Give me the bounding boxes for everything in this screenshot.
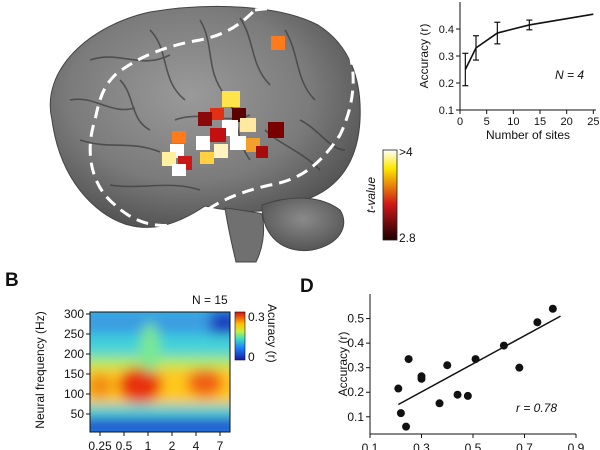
chartD-point: [402, 422, 411, 431]
chartD-ytick-label: 0.4: [347, 336, 364, 350]
chartD-ylabel: Accuracy (r): [336, 332, 350, 397]
panel-label-d: D: [300, 276, 314, 297]
chartA-xtick-label: 15: [534, 116, 546, 128]
accuracy-scatter-chart: 0.1 0.2 0.3 0.4 0.5 0.1 0.3 0.5 0.7 0.9 Accuracy …: [336, 294, 585, 450]
chartD-fit-line: [397, 315, 561, 406]
chartD-point: [443, 361, 452, 370]
chartA-xtick-label: 20: [561, 116, 573, 128]
chartA-xtick-label: 0: [457, 116, 463, 128]
chartD-xtick-label: 0.1: [362, 441, 379, 450]
chartD-point: [548, 304, 557, 313]
chartB-ytick-label: 200: [64, 347, 84, 361]
chartB-xtick-label: 1: [145, 439, 152, 450]
panel-label-b: B: [5, 270, 19, 291]
chartB-xtick-label: 2: [169, 439, 176, 450]
chartB-annotation: N = 15: [192, 293, 228, 307]
heatmap-colorbar-label: Acuracy (r): [265, 304, 279, 363]
tvalue-colorbar-min: 2.8: [399, 231, 415, 245]
heatmap-colorbar-min: 0: [248, 350, 255, 364]
chartB-xtick-label: 0.25: [88, 439, 112, 450]
chartA-annotation: N = 4: [555, 68, 584, 82]
chartB-ytick-label: 50: [71, 407, 85, 421]
chartA-xlabel: Number of sites: [486, 128, 570, 142]
chartD-xtick-label: 0.9: [568, 441, 585, 450]
tvalue-colorbar-title: t-value: [364, 177, 378, 213]
chartD-point: [453, 390, 462, 399]
chartB-ytick-label: 300: [64, 307, 84, 321]
chartD-annotation: r = 0.78: [516, 401, 557, 415]
chartD-point: [404, 355, 413, 364]
brain-stem: [224, 207, 265, 263]
frequency-heatmap-chart: 50 100 150 200 250 300 0.25 0.5 1 2 4 7 Neural freq…: [33, 293, 279, 450]
chartD-ytick-label: 0.2: [347, 385, 364, 399]
chartA-xtick-label: 25: [587, 116, 599, 128]
heatmap-frame: [89, 311, 231, 433]
chartD-point: [435, 399, 444, 408]
chartD-point: [499, 341, 508, 350]
chartD-point: [394, 384, 403, 393]
brain-figure: [49, 5, 361, 263]
chartD-xtick-label: 0.7: [516, 441, 533, 450]
chartD-point: [463, 391, 472, 400]
accuracy-vs-sites-chart: 0 5 10 15 20 25 0.1 0.2 0.3 0.4 Number of sites A…: [420, 2, 599, 142]
tvalue-colorbar-gradient: [382, 149, 398, 241]
chartD-ytick-label: 0.3: [347, 361, 364, 375]
heatmap-colorbar: [234, 311, 246, 361]
tvalue-colorbar: >4 2.8 t-value: [364, 145, 415, 245]
chartB-ytick-label: 250: [64, 327, 84, 341]
brain-roi-outline: [88, 7, 355, 227]
chartD-ytick-label: 0.1: [347, 410, 364, 424]
chartB-ytick-label: 150: [64, 367, 84, 381]
chartD-point: [396, 409, 405, 418]
chartD-ytick-label: 0.5: [347, 312, 364, 326]
chartD-point: [471, 355, 480, 364]
chartA-ytick-label: 0.4: [439, 24, 454, 36]
chartB-ylabel: Neural frequency (Hz): [33, 311, 47, 428]
chartD-xtick-label: 0.3: [413, 441, 430, 450]
chartD-point: [533, 318, 542, 327]
brain-cerebellum: [261, 197, 345, 252]
heatmap-colorbar-max: 0.3: [248, 310, 265, 324]
chartA-ytick-label: 0.3: [439, 51, 454, 63]
chartB-xtick-label: 4: [193, 439, 200, 450]
chartB-xtick-label: 7: [217, 439, 224, 450]
chartB-ytick-label: 100: [64, 387, 84, 401]
chartA-ytick-label: 0.1: [439, 105, 454, 117]
tvalue-colorbar-max: >4: [399, 145, 413, 159]
chartA-ytick-label: 0.2: [439, 78, 454, 90]
chartA-ylabel: Accuracy (r): [420, 24, 431, 89]
chartD-point: [515, 363, 524, 372]
chartD-point: [417, 372, 426, 381]
heatmap-cells: [90, 312, 230, 432]
brain-activations: [162, 36, 285, 176]
chartB-xtick-label: 0.5: [116, 439, 133, 450]
chartD-xtick-label: 0.5: [465, 441, 482, 450]
chartA-xtick-label: 5: [484, 116, 490, 128]
chartA-xtick-label: 10: [507, 116, 519, 128]
